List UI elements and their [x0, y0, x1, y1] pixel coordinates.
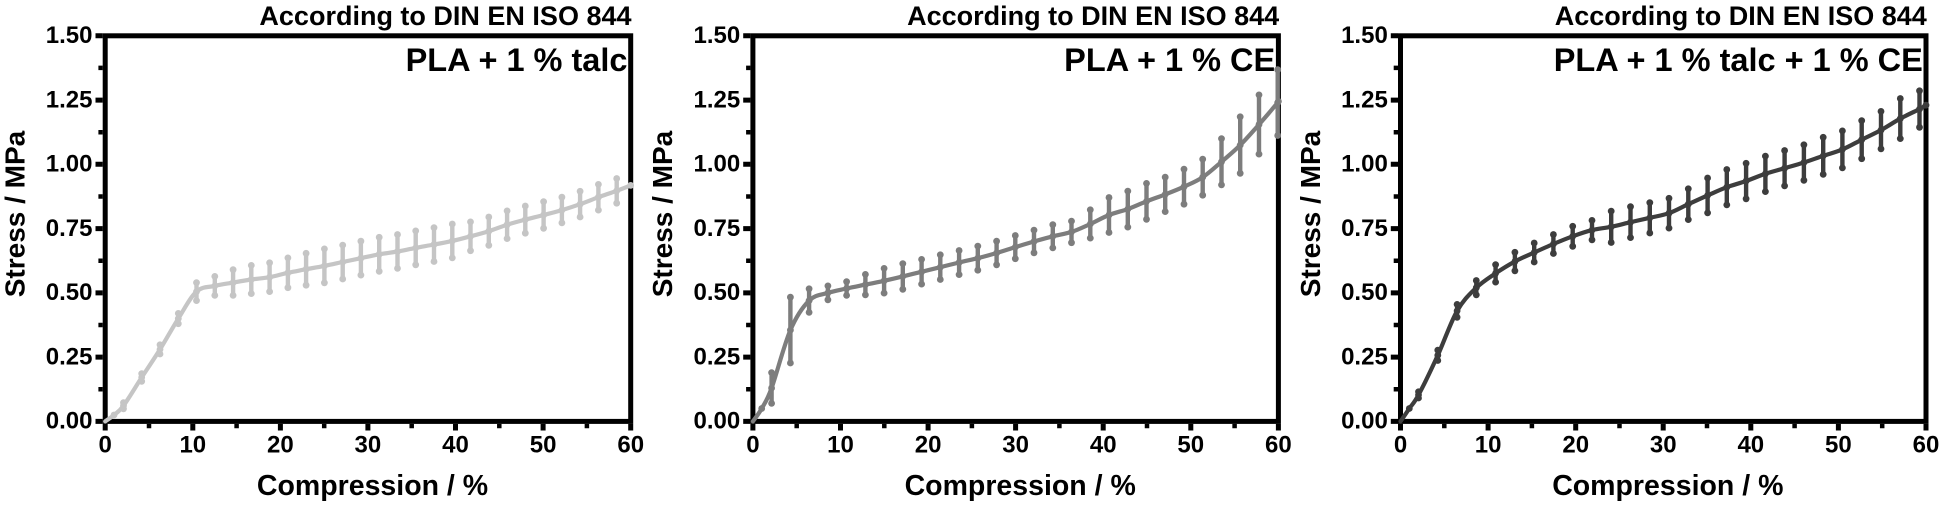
svg-text:Stress / MPa: Stress / MPa — [1295, 130, 1326, 297]
svg-text:According to DIN EN ISO 844: According to DIN EN ISO 844 — [1555, 1, 1927, 31]
svg-text:Compression / %: Compression / % — [257, 470, 488, 502]
svg-text:PLA + 1 % talc + 1 % CE: PLA + 1 % talc + 1 % CE — [1554, 42, 1923, 78]
svg-text:PLA + 1 % talc: PLA + 1 % talc — [406, 42, 628, 78]
svg-text:1.50: 1.50 — [1341, 22, 1388, 49]
svg-text:1.25: 1.25 — [1341, 86, 1388, 113]
svg-text:According to DIN EN ISO 844: According to DIN EN ISO 844 — [907, 1, 1279, 31]
svg-text:0.00: 0.00 — [693, 408, 740, 435]
svg-text:60: 60 — [1265, 431, 1292, 458]
svg-text:1.25: 1.25 — [46, 86, 93, 113]
svg-text:1.00: 1.00 — [1341, 151, 1388, 178]
svg-text:1.00: 1.00 — [46, 151, 93, 178]
svg-text:1.50: 1.50 — [693, 22, 740, 49]
svg-text:Compression / %: Compression / % — [1552, 470, 1783, 502]
svg-text:0.00: 0.00 — [46, 408, 93, 435]
svg-text:40: 40 — [442, 431, 469, 458]
svg-text:30: 30 — [355, 431, 382, 458]
svg-text:10: 10 — [1475, 431, 1502, 458]
svg-text:0.50: 0.50 — [693, 279, 740, 306]
svg-text:50: 50 — [1177, 431, 1204, 458]
svg-text:10: 10 — [179, 431, 206, 458]
svg-text:0.25: 0.25 — [1341, 343, 1388, 370]
svg-text:0.50: 0.50 — [46, 279, 93, 306]
svg-text:30: 30 — [1002, 431, 1029, 458]
svg-text:Stress / MPa: Stress / MPa — [647, 130, 678, 297]
svg-text:Compression / %: Compression / % — [905, 470, 1136, 502]
svg-text:1.50: 1.50 — [46, 22, 93, 49]
svg-text:PLA + 1 % CE: PLA + 1 % CE — [1064, 42, 1275, 78]
svg-text:0.75: 0.75 — [46, 215, 93, 242]
svg-text:30: 30 — [1650, 431, 1677, 458]
svg-text:1.00: 1.00 — [693, 151, 740, 178]
svg-text:50: 50 — [530, 431, 557, 458]
svg-text:60: 60 — [617, 431, 644, 458]
svg-text:0.75: 0.75 — [693, 215, 740, 242]
svg-text:50: 50 — [1825, 431, 1852, 458]
svg-text:10: 10 — [827, 431, 854, 458]
svg-text:0: 0 — [99, 431, 112, 458]
svg-text:40: 40 — [1737, 431, 1764, 458]
svg-text:1.25: 1.25 — [693, 86, 740, 113]
svg-text:60: 60 — [1913, 431, 1940, 458]
svg-text:20: 20 — [915, 431, 942, 458]
svg-text:20: 20 — [1562, 431, 1589, 458]
svg-text:0.50: 0.50 — [1341, 279, 1388, 306]
svg-text:0.25: 0.25 — [46, 343, 93, 370]
svg-text:According to DIN EN ISO 844: According to DIN EN ISO 844 — [259, 1, 631, 31]
svg-text:Stress / MPa: Stress / MPa — [0, 130, 31, 297]
svg-text:0: 0 — [746, 431, 759, 458]
svg-text:20: 20 — [267, 431, 294, 458]
svg-text:0.00: 0.00 — [1341, 408, 1388, 435]
svg-text:0.25: 0.25 — [693, 343, 740, 370]
svg-text:0: 0 — [1394, 431, 1407, 458]
svg-text:0.75: 0.75 — [1341, 215, 1388, 242]
svg-text:40: 40 — [1090, 431, 1117, 458]
